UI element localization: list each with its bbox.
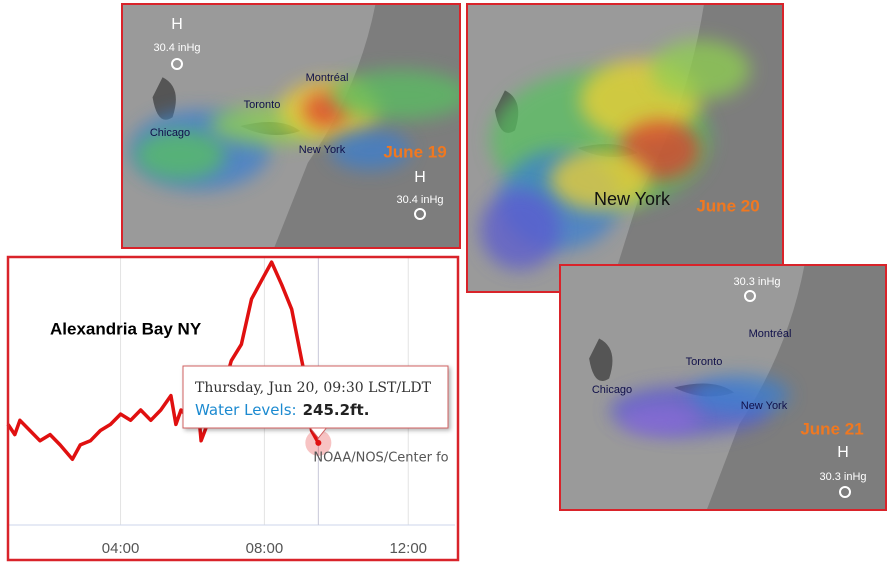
precip bbox=[550, 150, 650, 210]
x-tick-label: 08:00 bbox=[246, 540, 284, 557]
map-body: New York June 20 bbox=[467, 4, 783, 292]
weather-map: H 30.4 inHg Montréal Toronto Chicago New York… bbox=[121, 3, 461, 249]
tooltip-box bbox=[182, 365, 449, 429]
map-date: June 19 bbox=[383, 142, 446, 161]
tooltip-pointer bbox=[309, 427, 328, 439]
map-label: New York bbox=[594, 189, 671, 209]
map-date: June 20 bbox=[696, 196, 759, 215]
tooltip: Thursday, Jun 20, 09:30 LST/LDT Water Lev… bbox=[182, 365, 449, 439]
x-tick-label: 12:00 bbox=[389, 540, 427, 557]
precip bbox=[330, 70, 460, 120]
weather-map: 30.3 inHg Montréal Toronto Chicago New York H… bbox=[559, 264, 887, 511]
map-label: H bbox=[171, 16, 183, 33]
precip bbox=[135, 130, 225, 180]
x-tick-label: 04:00 bbox=[102, 540, 140, 557]
pressure-marker bbox=[839, 486, 851, 498]
weather-map: New York June 20 bbox=[466, 3, 784, 293]
map-frame bbox=[559, 264, 887, 511]
chart-title: Alexandria Bay NY bbox=[50, 319, 202, 338]
map-label: 30.4 inHg bbox=[153, 42, 200, 54]
map-label: Chicago bbox=[592, 384, 632, 396]
pressure-marker bbox=[744, 290, 756, 302]
precip bbox=[650, 40, 750, 100]
map-label: H bbox=[414, 169, 426, 186]
map-label: Toronto bbox=[244, 99, 281, 111]
map-label: 30.3 inHg bbox=[733, 276, 780, 288]
series-line bbox=[6, 260, 320, 462]
map-label: New York bbox=[741, 400, 788, 412]
tooltip-value: 245.2ft. bbox=[303, 401, 370, 419]
map-label: Montréal bbox=[306, 72, 349, 84]
map-body: H 30.4 inHg Montréal Toronto Chicago New York… bbox=[122, 4, 460, 248]
pressure-marker bbox=[171, 58, 183, 70]
chart-frame bbox=[6, 255, 460, 562]
map-label: New York bbox=[299, 144, 346, 156]
map-frame bbox=[121, 3, 461, 249]
tooltip-series-name: Water Levels: bbox=[195, 401, 297, 419]
hover-point bbox=[315, 439, 322, 446]
precip bbox=[690, 375, 790, 415]
precip bbox=[480, 190, 560, 270]
map-date: June 21 bbox=[800, 419, 863, 438]
credit: NOAA/NOS/Center fo bbox=[313, 450, 448, 465]
map-label: 30.4 inHg bbox=[396, 194, 443, 206]
chart-panel: 04:00 08:00 12:00 Alexandria Bay NY NOAA/NOS… bbox=[6, 255, 460, 562]
tooltip-value-row: Water Levels: 245.2ft. bbox=[195, 401, 369, 419]
map-body: 30.3 inHg Montréal Toronto Chicago New York H… bbox=[560, 265, 886, 510]
maps: H 30.4 inHg Montréal Toronto Chicago New York… bbox=[121, 3, 887, 511]
pressure-marker bbox=[414, 208, 426, 220]
map-label: H bbox=[837, 444, 849, 461]
map-label: Toronto bbox=[686, 356, 723, 368]
precip bbox=[620, 405, 700, 435]
map-label: Chicago bbox=[150, 127, 190, 139]
map-label: Montréal bbox=[749, 328, 792, 340]
tooltip-date: Thursday, Jun 20, 09:30 LST/LDT bbox=[195, 380, 432, 396]
precip bbox=[330, 130, 410, 170]
map-label: 30.3 inHg bbox=[819, 471, 866, 483]
